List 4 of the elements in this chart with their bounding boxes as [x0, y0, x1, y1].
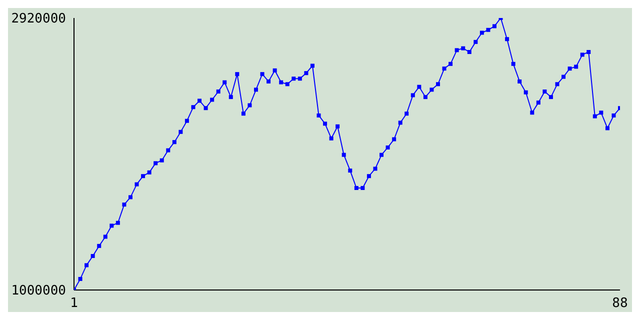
x-tick-label: 88 — [612, 296, 628, 312]
x-tick-label: 1 — [70, 296, 78, 312]
y-tick-label: 2920000 — [11, 12, 66, 27]
y-tick-label: 1000000 — [11, 284, 66, 299]
